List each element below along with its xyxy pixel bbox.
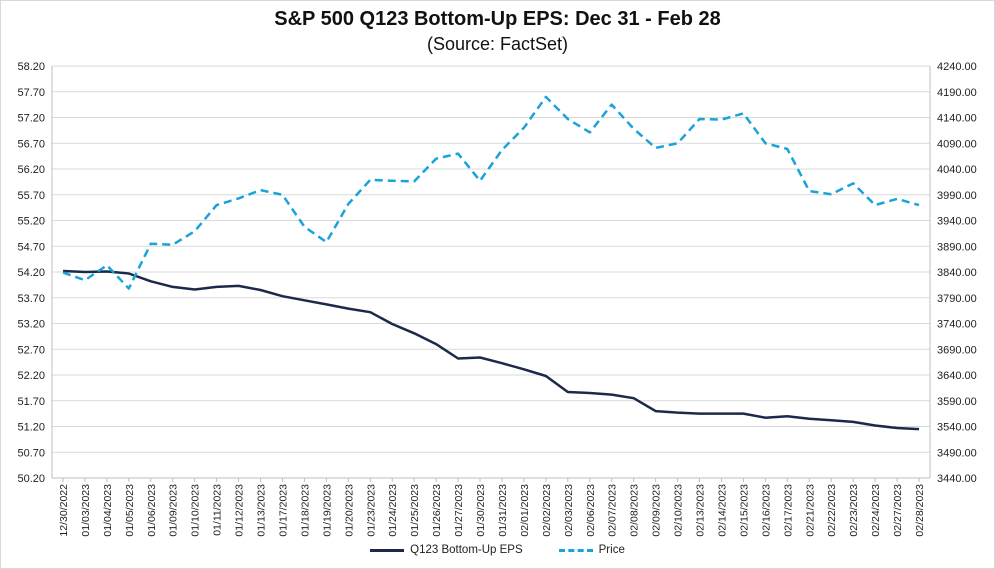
x-tick-label: 01/20/2023: [343, 484, 355, 537]
x-tick-label: 02/10/2023: [673, 484, 685, 537]
y-right-tick-label: 4140.00: [937, 113, 977, 125]
x-tick-label: 02/15/2023: [738, 484, 750, 537]
y-right-tick-label: 3490.00: [937, 447, 977, 459]
y-left-tick-label: 58.20: [17, 61, 45, 73]
x-tick-label: 01/26/2023: [431, 484, 443, 537]
y-left-tick-label: 51.70: [17, 396, 45, 408]
x-tick-label: 01/17/2023: [277, 484, 289, 537]
x-tick-label: 02/03/2023: [563, 484, 575, 537]
x-tick-label: 12/30/2022: [58, 484, 70, 537]
y-right-tick-label: 3840.00: [937, 267, 977, 279]
chart-subtitle: (Source: FactSet): [426, 34, 569, 54]
legend-item-eps: Q123 Bottom-Up EPS: [370, 544, 523, 556]
x-tick-label: 02/28/2023: [914, 484, 926, 537]
x-tick-label: 01/23/2023: [365, 484, 377, 537]
x-tick-label: 01/05/2023: [124, 484, 136, 537]
y-right-tick-label: 3940.00: [937, 216, 977, 228]
y-left-tick-label: 50.20: [17, 473, 45, 485]
x-tick-label: 01/03/2023: [80, 484, 92, 537]
series-lines: [62, 95, 920, 431]
x-tick-label: 02/01/2023: [519, 484, 531, 537]
x-tick-label: 02/02/2023: [541, 484, 553, 537]
x-tick-label: 02/21/2023: [804, 484, 816, 537]
y-right-tick-label: 3540.00: [937, 422, 977, 434]
y-left-tick-label: 50.70: [17, 447, 45, 459]
x-tick-label: 01/27/2023: [453, 484, 465, 537]
x-tick-label: 01/06/2023: [146, 484, 158, 537]
x-tick-label: 02/06/2023: [585, 484, 597, 537]
legend: Q123 Bottom-Up EPS Price: [0, 544, 995, 556]
x-tick-label: 02/23/2023: [848, 484, 860, 537]
legend-swatch-price: [558, 548, 593, 552]
x-tick-label: 02/09/2023: [651, 484, 663, 537]
y-left-tick-label: 54.70: [17, 241, 45, 253]
x-tick-label: 01/13/2023: [256, 484, 268, 537]
y-left-tick-label: 54.20: [17, 267, 45, 279]
y-right-tick-label: 4190.00: [937, 87, 977, 99]
x-tick-label: 01/25/2023: [409, 484, 421, 537]
x-tick-label: 02/16/2023: [760, 484, 772, 537]
y-left-tick-label: 57.20: [17, 113, 45, 125]
y-left-tick-label: 55.20: [17, 216, 45, 228]
y-right-tick-label: 3740.00: [937, 319, 977, 331]
y-right-tick-label: 3440.00: [937, 473, 977, 485]
y-left-tick-label: 53.20: [17, 319, 45, 331]
y-right-tick-label: 4240.00: [937, 61, 977, 73]
x-tick-label: 01/19/2023: [321, 484, 333, 537]
x-tick-label: 02/24/2023: [870, 484, 882, 537]
price-series-line: [62, 95, 920, 290]
line-chart: 58.20 4240.00 57.70 4190.00 57.20 4140.00 56.7…: [17, 61, 976, 537]
x-tick-label: 01/11/2023: [212, 484, 224, 536]
x-tick-label: 02/07/2023: [607, 484, 619, 537]
y-left-tick-label: 52.70: [17, 344, 45, 356]
x-tick-label: 01/04/2023: [102, 484, 114, 537]
x-tick-label: 01/30/2023: [475, 484, 487, 537]
y-left-tick-label: 56.20: [17, 164, 45, 176]
chart-title: S&P 500 Q123 Bottom-Up EPS: Dec 31 - Feb…: [274, 8, 721, 30]
legend-label-price: Price: [598, 544, 625, 556]
x-tick-label: 01/09/2023: [168, 484, 180, 537]
x-tick-label: 02/17/2023: [782, 484, 794, 537]
x-tick-label: 02/08/2023: [629, 484, 641, 537]
x-tick-label: 02/14/2023: [716, 484, 728, 537]
y-right-tick-label: 3590.00: [937, 396, 977, 408]
gridlines: [52, 65, 930, 479]
x-tick-label: 01/10/2023: [190, 484, 202, 537]
x-tick-label: 02/13/2023: [695, 484, 707, 537]
y-right-tick-label: 3640.00: [937, 370, 977, 382]
y-left-tick-label: 57.70: [17, 87, 45, 99]
y-right-tick-label: 4090.00: [937, 138, 977, 150]
y-left-tick-label: 53.70: [17, 293, 45, 305]
y-left-tick-label: 55.70: [17, 190, 45, 202]
y-right-tick-label: 4040.00: [937, 164, 977, 176]
x-tick-label: 02/22/2023: [826, 484, 838, 537]
y-right-tick-label: 3790.00: [937, 293, 977, 305]
y-left-tick-label: 52.20: [17, 370, 45, 382]
y-left-tick-label: 56.70: [17, 138, 45, 150]
legend-swatch-eps: [370, 548, 405, 552]
x-tick-label: 01/31/2023: [497, 484, 509, 537]
x-tick-label: 01/12/2023: [234, 484, 246, 537]
y-left-tick-label: 51.20: [17, 422, 45, 434]
y-right-tick-label: 3690.00: [937, 344, 977, 356]
eps-series-line: [62, 269, 920, 431]
x-tick-label: 01/18/2023: [299, 484, 311, 537]
y-right-tick-label: 3990.00: [937, 190, 977, 202]
legend-label-eps: Q123 Bottom-Up EPS: [410, 544, 523, 556]
y-right-tick-label: 3890.00: [937, 241, 977, 253]
x-tick-label: 02/27/2023: [892, 484, 904, 537]
axes: 58.20 4240.00 57.70 4190.00 57.20 4140.00 56.7…: [17, 61, 976, 537]
legend-item-price: Price: [558, 544, 625, 556]
x-tick-label: 01/24/2023: [387, 484, 399, 537]
